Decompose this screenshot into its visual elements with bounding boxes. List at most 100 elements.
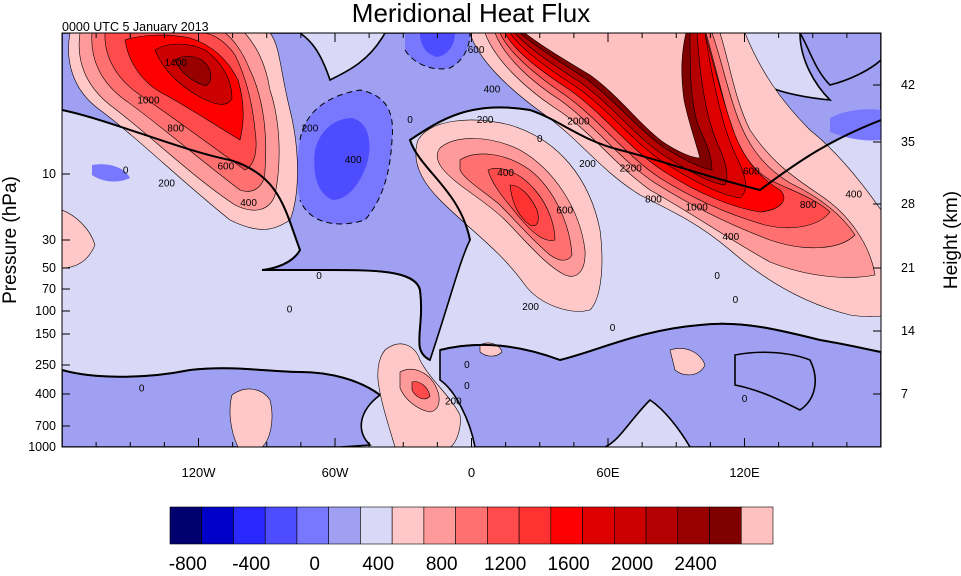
colorbar	[169, 506, 774, 545]
positive-pocket-tropo-far-east	[669, 348, 706, 376]
x-axis: 120W 60W 0 60E 120E	[95, 33, 848, 480]
y-right-tick-label: 42	[901, 78, 915, 92]
contour-label: 2200	[620, 164, 643, 175]
contour-labels: 1400100080060040020002004000006004002000…	[123, 45, 863, 408]
colorbar-swatch	[455, 506, 488, 545]
colorbar-swatch	[487, 506, 520, 545]
colorbar-swatch	[518, 506, 552, 545]
y-axis-pressure: 10 30 50 70 100 150 250 400 700 1000	[28, 167, 70, 454]
y-right-tick-label: 35	[901, 135, 915, 149]
negative-core-west	[314, 118, 370, 200]
positive-west-level-7	[174, 55, 212, 87]
contour-label: 400	[723, 232, 740, 243]
y-axis-right-label: Height (km)	[941, 191, 961, 289]
negative-region-lower-right	[734, 351, 816, 411]
colorbar-swatch	[296, 506, 329, 545]
positive-pocket-tropo-west	[229, 388, 273, 447]
x-tick-label: 60E	[596, 465, 619, 480]
contour-label: 400	[240, 198, 257, 209]
x-tick-label: 0	[468, 465, 475, 480]
y-right-tick-label: 14	[901, 324, 915, 338]
contour-label: 0	[714, 271, 720, 282]
contour-label: 0	[742, 394, 748, 405]
colorbar-swatch	[423, 506, 456, 545]
positive-flux-west	[68, 33, 298, 230]
contour-label: 800	[800, 200, 817, 211]
y-left-tick-label: 50	[42, 261, 56, 275]
colorbar-label: 2400	[674, 554, 716, 571]
zero-contour-central	[408, 106, 881, 241]
contour-label: 200	[477, 115, 494, 126]
y-left-tick-label: 250	[35, 358, 56, 372]
y-left-tick-label: 1000	[28, 440, 56, 454]
colorbar-label: -400	[232, 554, 270, 571]
contour-label: 200	[302, 123, 319, 134]
colorbar-swatch	[614, 506, 647, 545]
y-left-tick-label: 70	[42, 282, 56, 296]
dashed-contour-north	[404, 33, 471, 70]
colorbar-swatch	[582, 506, 615, 545]
contour-label: 1400	[165, 58, 188, 69]
contour-label: 600	[217, 162, 234, 173]
colorbar-swatch	[709, 506, 742, 545]
negative-core-north	[420, 33, 455, 57]
contour-label: 0	[733, 295, 739, 306]
negative-pocket-east	[830, 109, 881, 141]
positive-pocket-tropo-center-inner	[411, 381, 431, 400]
colorbar-label: 2000	[611, 554, 653, 571]
contour-label: 0	[316, 271, 322, 282]
negative-region-upper-east	[799, 33, 881, 86]
zero-contour-lower-right	[439, 322, 881, 362]
y-right-tick-label: 21	[901, 261, 915, 275]
zero-contour-upper	[62, 109, 431, 361]
positive-pocket-tropo-left-edge	[62, 209, 96, 269]
colorbar-label: -800	[169, 554, 207, 571]
contour-label: 400	[497, 168, 514, 179]
colorbar-labels: -800 -400 0 400 800 1200 1600 2000 2400	[169, 554, 717, 575]
contour-label: 600	[556, 205, 573, 216]
contour-label: 1000	[137, 96, 160, 107]
y-axis-height: 42 35 28 21 14 7	[873, 78, 915, 401]
y-left-tick-label: 400	[35, 387, 56, 401]
colorbar-label: 0	[309, 554, 320, 571]
colorbar-swatch	[264, 506, 298, 545]
contour-label: 0	[610, 323, 616, 334]
x-tick-label: 120W	[182, 465, 217, 480]
contour-label: 1000	[686, 203, 709, 214]
contour-label: 0	[287, 304, 293, 315]
contour-label: 400	[845, 189, 862, 200]
stronger-negative-regions	[314, 33, 455, 200]
y-axis-left-label: Pressure (hPa)	[0, 176, 21, 304]
dashed-contour-west	[299, 89, 394, 225]
chart-subtitle: 0000 UTC 5 January 2013	[62, 20, 209, 34]
y-left-tick-label: 100	[35, 304, 56, 318]
positive-flux-central	[415, 119, 603, 312]
contour-label: 0	[407, 115, 413, 126]
y-left-tick-label: 30	[42, 233, 56, 247]
colorbar-swatch	[391, 506, 425, 545]
contour-label: 200	[445, 397, 462, 408]
contour-label: 0	[464, 381, 470, 392]
y-left-tick-label: 150	[35, 327, 56, 341]
colorbar-swatch	[360, 506, 393, 545]
colorbar-label: 1200	[484, 554, 526, 571]
contour-label: 600	[743, 166, 760, 177]
y-right-tick-label: 28	[901, 197, 915, 211]
contour-label: 0	[537, 134, 543, 145]
contour-label: 600	[468, 45, 485, 56]
contour-label: 0	[139, 383, 145, 394]
y-left-tick-label: 700	[35, 419, 56, 433]
x-tick-label: 120E	[729, 465, 760, 480]
contour-label: 800	[167, 123, 184, 134]
contour-label: 2000	[567, 116, 590, 127]
colorbar-label: 1600	[547, 554, 589, 571]
zero-contour-lower-left	[62, 367, 381, 396]
positive-central-level-5	[509, 184, 539, 226]
colorbar-swatch	[328, 506, 361, 545]
positive-flux-troposphere	[62, 209, 706, 447]
contour-plot-area: 1400100080060040020002004000006004002000…	[62, 33, 881, 447]
contour-label: 200	[522, 302, 539, 313]
contour-label: 800	[645, 194, 662, 205]
colorbar-swatch	[233, 506, 266, 545]
